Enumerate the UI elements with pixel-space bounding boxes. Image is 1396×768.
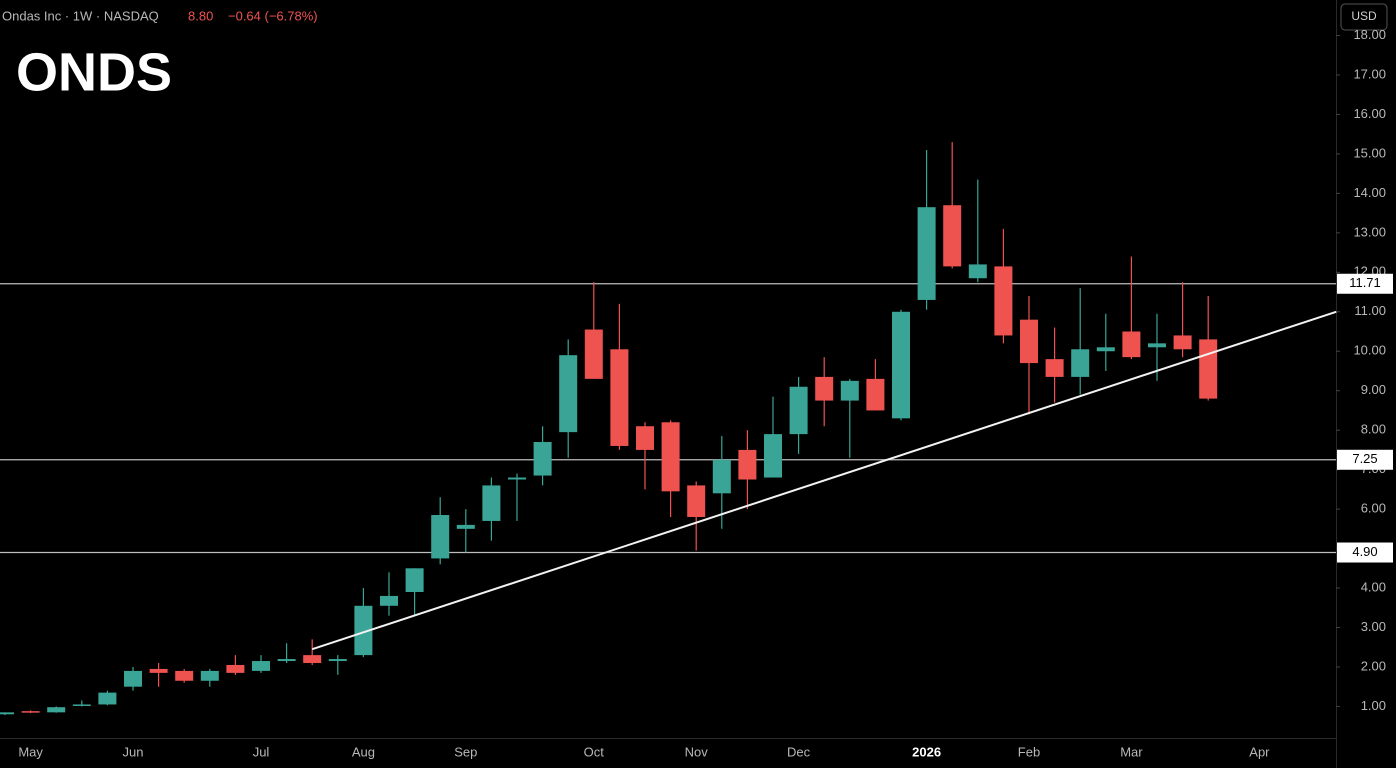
candle-body xyxy=(1199,339,1218,399)
x-tick-label: Nov xyxy=(685,744,709,759)
x-tick-label: Apr xyxy=(1249,744,1270,759)
y-tick-label: 13.00 xyxy=(1353,224,1386,239)
y-tick-label: 4.00 xyxy=(1361,579,1386,594)
level-label-box xyxy=(1337,542,1393,563)
candle-body xyxy=(124,670,142,687)
level-label: 11.71 xyxy=(1349,275,1381,290)
y-tick-label: 18.00 xyxy=(1353,27,1386,42)
candle-body xyxy=(328,659,347,662)
x-tick-label: Sep xyxy=(454,744,477,759)
currency-box[interactable] xyxy=(1340,3,1388,31)
candle-body xyxy=(72,704,91,706)
candle-body xyxy=(866,378,885,411)
y-tick-label: 3.00 xyxy=(1361,619,1386,634)
x-tick-label: 2026 xyxy=(912,744,941,759)
x-tick-label: Mar xyxy=(1120,744,1143,759)
candle-body xyxy=(789,386,808,435)
candle-body xyxy=(1122,331,1141,358)
candle-body xyxy=(815,376,834,401)
header: Ondas Inc · 1W · NASDAQ 8.80 −0.64 (−6.7… xyxy=(2,8,318,102)
y-tick-label: 9.00 xyxy=(1361,382,1386,397)
x-tick-label: Dec xyxy=(787,744,811,759)
symbol-info: Ondas Inc · 1W · NASDAQ xyxy=(2,8,159,23)
candle-body xyxy=(533,442,552,476)
candle-body xyxy=(456,524,475,529)
candle-body xyxy=(1045,359,1064,377)
candle-body xyxy=(917,207,936,300)
candle-body xyxy=(712,459,731,494)
candle-body xyxy=(892,311,910,419)
y-tick-label: 8.00 xyxy=(1361,422,1386,437)
candle-body xyxy=(636,426,654,450)
price-change: −0.64 (−6.78%) xyxy=(228,8,318,23)
candle-body xyxy=(764,434,782,478)
candle-body xyxy=(584,329,603,379)
candle-body xyxy=(610,349,629,446)
level-label: 7.25 xyxy=(1352,451,1377,466)
candle-body xyxy=(431,515,450,559)
candle-body xyxy=(1071,349,1090,377)
candle-body xyxy=(508,477,526,480)
candle-body xyxy=(994,266,1013,336)
candle-body xyxy=(405,568,424,592)
candle-body xyxy=(149,668,168,673)
candle-body xyxy=(0,712,14,715)
candle-body xyxy=(661,422,680,492)
y-tick-label: 16.00 xyxy=(1353,106,1386,121)
x-tick-label: Jul xyxy=(253,744,270,759)
last-price: 8.80 xyxy=(188,8,213,23)
y-tick-label: 2.00 xyxy=(1361,658,1386,673)
candle-body xyxy=(252,661,270,671)
candle-body xyxy=(226,664,245,673)
candle-body xyxy=(840,380,859,401)
candle-body xyxy=(1148,343,1166,348)
currency-label: USD xyxy=(1351,9,1377,23)
x-tick-label: Aug xyxy=(352,744,375,759)
candle-body xyxy=(687,485,706,517)
x-tick-label: Jun xyxy=(123,744,144,759)
level-label: 4.90 xyxy=(1352,544,1377,559)
y-tick-label: 6.00 xyxy=(1361,501,1386,516)
y-tick-label: 17.00 xyxy=(1353,66,1386,81)
candle-body xyxy=(1020,319,1038,364)
candle-body xyxy=(738,449,757,480)
level-label-box xyxy=(1337,449,1393,470)
candle-body xyxy=(1096,347,1115,352)
candle-body xyxy=(380,595,398,606)
y-tick-label: 15.00 xyxy=(1353,145,1386,160)
candle-body xyxy=(354,605,373,656)
candle-body xyxy=(200,670,219,681)
candle-body xyxy=(47,707,66,713)
candle-body xyxy=(21,711,40,713)
candle-body xyxy=(277,659,296,662)
candle-body xyxy=(303,655,322,664)
candle-body xyxy=(968,264,987,279)
candle-body xyxy=(482,485,501,521)
trendline xyxy=(311,310,1337,651)
candle-body xyxy=(943,205,962,267)
candle-body xyxy=(559,355,578,433)
y-tick-label: 14.00 xyxy=(1353,185,1386,200)
x-tick-label: May xyxy=(18,744,43,759)
y-tick-label: 10.00 xyxy=(1353,343,1386,358)
candle-body xyxy=(1173,335,1192,350)
level-label-box xyxy=(1337,273,1393,294)
candle-body xyxy=(98,692,117,705)
x-tick-label: Oct xyxy=(584,744,605,759)
candle-body xyxy=(175,670,194,681)
y-tick-label: 11.00 xyxy=(1354,303,1386,318)
x-tick-label: Feb xyxy=(1018,744,1040,759)
y-tick-label: 1.00 xyxy=(1361,698,1386,713)
ticker-title: ONDS xyxy=(16,42,172,102)
